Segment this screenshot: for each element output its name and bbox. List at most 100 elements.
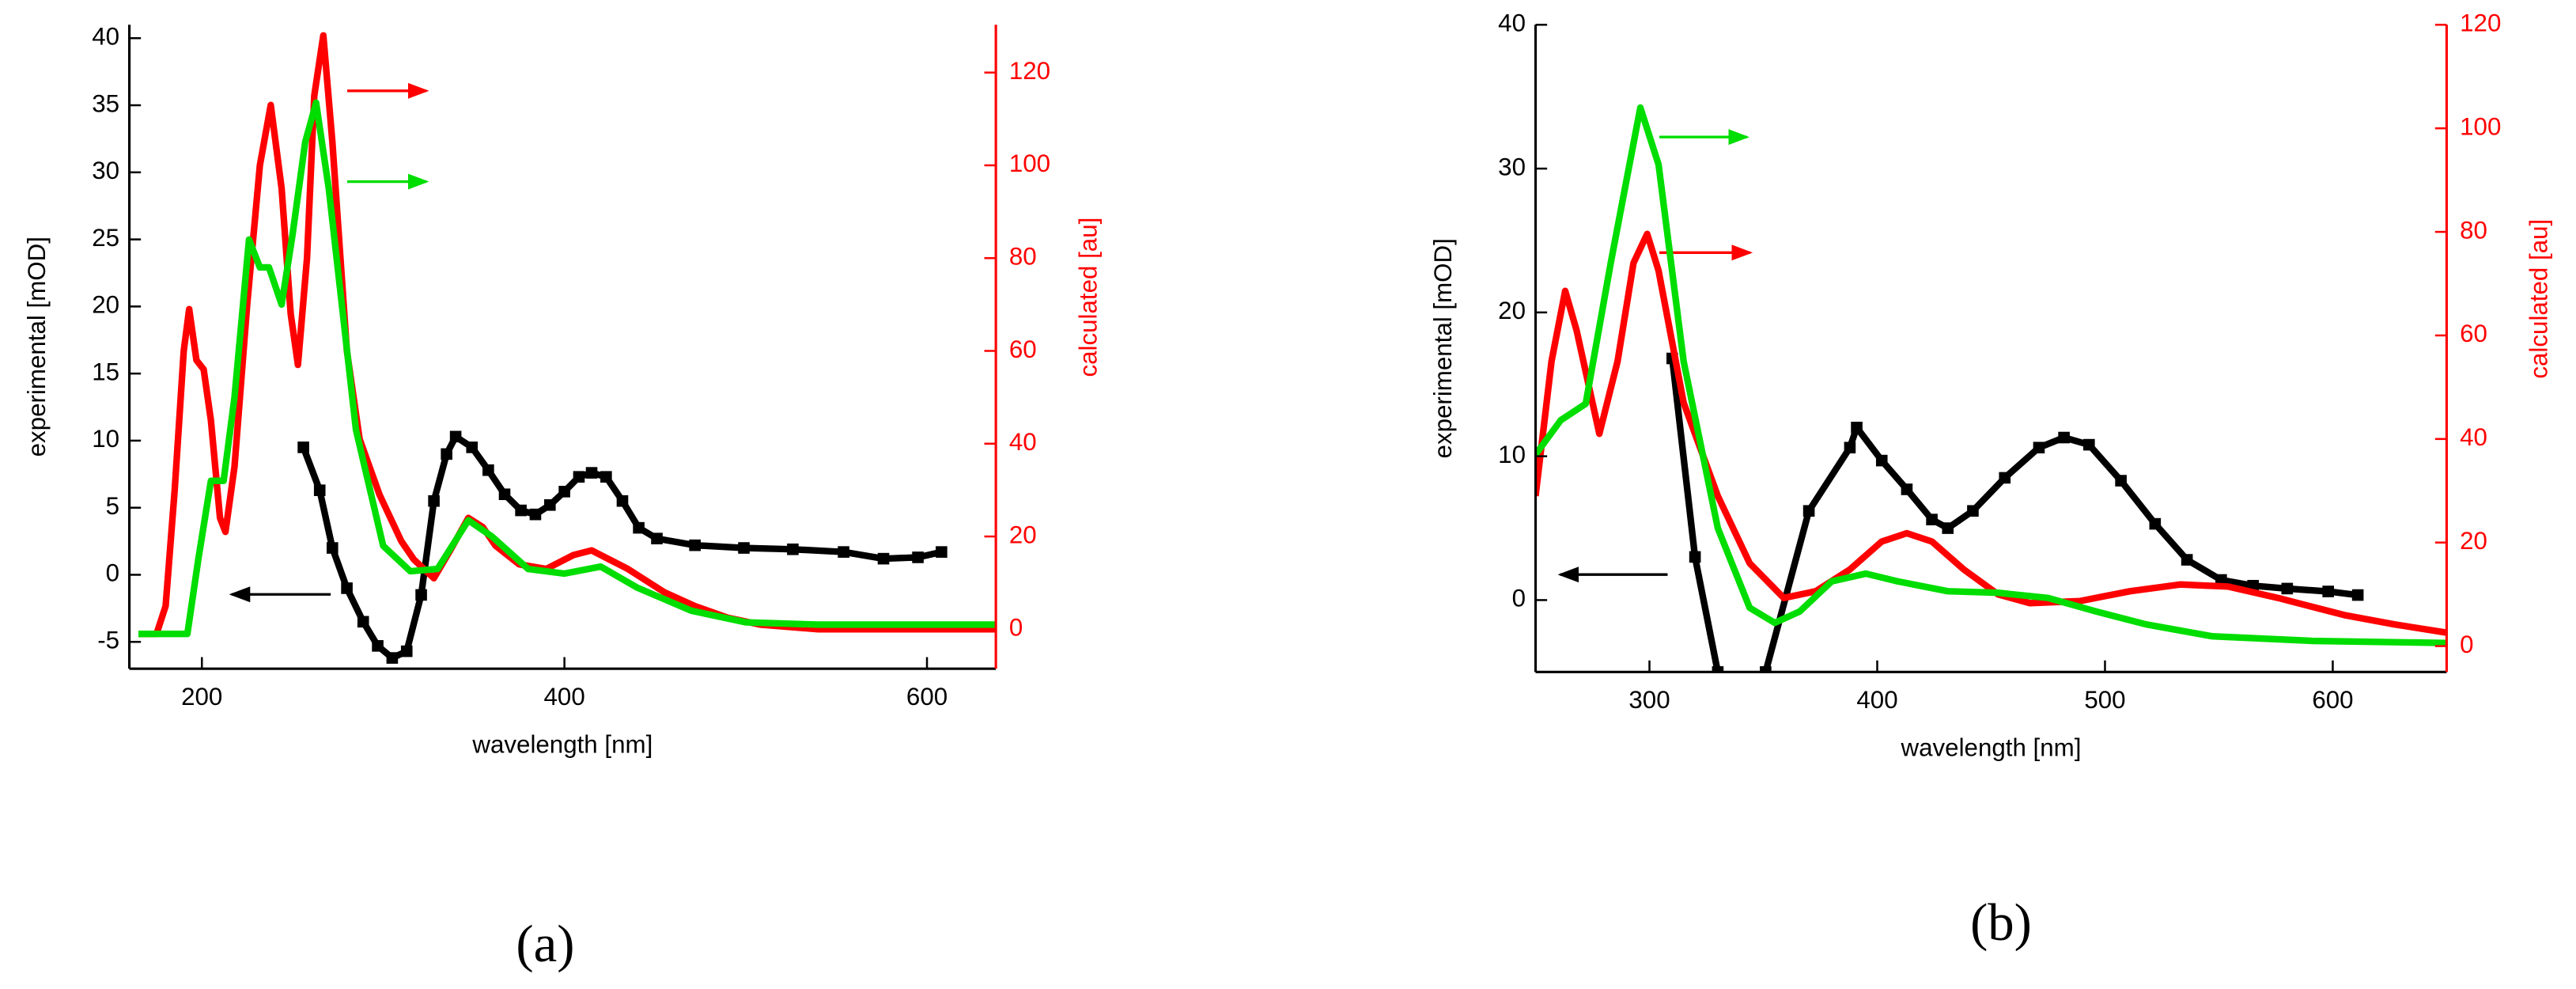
y-tick-label: 0 [1512, 585, 1526, 612]
data-point [2215, 574, 2227, 586]
data-point [1967, 505, 1979, 517]
y2-tick-label: 100 [1009, 150, 1050, 177]
y-tick-label: 20 [1498, 297, 1526, 324]
data-point [466, 441, 479, 453]
y-tick-label: 0 [106, 559, 119, 587]
data-point [2351, 589, 2364, 601]
x-tick-label: 300 [1628, 686, 1670, 714]
data-point [482, 464, 494, 476]
data-point [2281, 582, 2294, 595]
data-point [2149, 517, 2162, 530]
data-point [558, 486, 570, 498]
x-tick-label: 600 [906, 683, 948, 710]
data-point [386, 652, 399, 664]
panel-label: (a) [516, 915, 574, 973]
data-point [1851, 421, 1863, 434]
data-point [441, 448, 452, 460]
y2-tick-label: 20 [1009, 521, 1037, 548]
data-point [2115, 475, 2127, 487]
data-point [1723, 767, 1735, 779]
y2-tick-label: 40 [2460, 423, 2487, 451]
data-point [1753, 738, 1765, 750]
y2-tick-label: 80 [1009, 243, 1037, 271]
data-point [838, 546, 849, 558]
data-point [2058, 431, 2070, 444]
data-point [313, 484, 326, 496]
data-point [449, 430, 462, 443]
data-point [400, 645, 413, 657]
plot-area [138, 32, 997, 664]
y2-tick-label: 120 [1009, 57, 1050, 85]
y2-tick-label: 20 [2460, 527, 2487, 555]
data-point [372, 640, 384, 652]
y2-axis-label: calculated [au] [1074, 218, 1102, 377]
data-point [1875, 454, 1888, 467]
y2-tick-label: 100 [2460, 112, 2501, 140]
data-point [651, 532, 663, 544]
data-point [1760, 666, 1772, 673]
y-tick-label: 40 [92, 23, 119, 51]
data-point [738, 542, 750, 554]
x-tick-label: 400 [544, 683, 585, 710]
y2-tick-label: 120 [2460, 9, 2501, 37]
chart: 200 400 600-505101520253035400204060801001… [23, 23, 1102, 974]
y2-axis-label: calculated [au] [2525, 219, 2553, 379]
data-point [326, 542, 339, 554]
data-point [633, 521, 645, 534]
data-point [515, 504, 527, 517]
data-point [415, 589, 427, 601]
data-point [1712, 666, 1724, 673]
y-tick-label: 5 [106, 492, 119, 520]
data-point [585, 467, 598, 479]
series-line [1535, 104, 2447, 646]
data-point [1901, 483, 1913, 495]
y-tick-label: 35 [92, 89, 119, 117]
data-point [529, 508, 542, 521]
data-point [543, 498, 556, 511]
data-point [1844, 441, 1856, 454]
data-point [1689, 551, 1701, 563]
data-point [936, 546, 948, 558]
data-point [573, 471, 585, 483]
series-line [1535, 230, 2447, 636]
y2-tick-label: 0 [1009, 614, 1023, 642]
data-point [877, 552, 890, 565]
data-point [616, 494, 629, 507]
data-point [428, 494, 440, 507]
data-point [1739, 824, 1751, 836]
data-point [2322, 585, 2334, 597]
data-point [2083, 438, 2095, 451]
x-tick-label: 200 [181, 683, 222, 710]
data-point [1926, 513, 1938, 525]
y-tick-label: 25 [92, 224, 119, 252]
y2-tick-label: 40 [1009, 428, 1037, 456]
y2-tick-label: 0 [2460, 631, 2473, 658]
y-tick-label: 10 [1498, 441, 1526, 468]
y-tick-label: 20 [92, 291, 119, 319]
plot-area [1535, 104, 2447, 836]
y2-tick-label: 60 [2460, 320, 2487, 347]
x-tick-label: 600 [2312, 686, 2353, 714]
y-tick-label: 10 [92, 425, 119, 453]
y-axis-label: experimental [mOD] [23, 237, 51, 457]
y-tick-label: 40 [1498, 9, 1526, 37]
data-point [600, 471, 612, 483]
data-point [787, 543, 799, 555]
data-point [689, 539, 701, 551]
series-line [138, 32, 997, 638]
annotation-arrows [229, 82, 1753, 603]
data-point [341, 582, 353, 594]
data-point [1942, 522, 1954, 534]
y-tick-label: 30 [1498, 153, 1526, 180]
y2-tick-label: 80 [2460, 216, 2487, 244]
data-point [498, 488, 511, 501]
data-point [2181, 554, 2193, 566]
data-point [357, 616, 369, 628]
series-line [138, 99, 997, 638]
chart: 300 400 500 600010203040020406080100120wave… [1429, 9, 2553, 953]
y-tick-label: -5 [97, 627, 119, 654]
y-tick-label: 30 [92, 157, 119, 184]
data-point [1999, 472, 2011, 484]
data-point [912, 551, 924, 563]
